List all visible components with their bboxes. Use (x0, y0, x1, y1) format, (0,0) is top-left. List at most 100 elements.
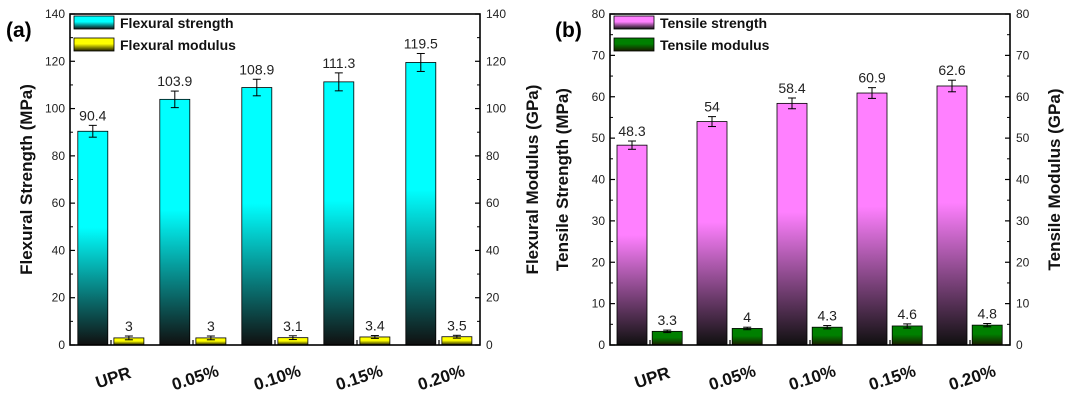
panel-label: (a) (6, 19, 32, 42)
error-bar (416, 52, 425, 72)
error-bar (206, 335, 215, 341)
y-tick-label: 140 (45, 7, 65, 21)
y-tick-label: 100 (45, 102, 65, 116)
legend-label: Flexural modulus (120, 37, 236, 53)
legend: Tensile strength Tensile modulus (613, 15, 770, 53)
x-tick-label: 0.20% (946, 361, 998, 394)
bar-tensile-modulus-0 (651, 330, 683, 346)
data-label: 3 (125, 318, 133, 334)
y2-axis-title: Tensile Modulus (GPa) (1045, 89, 1064, 271)
y-tick-label: 70 (592, 48, 606, 62)
y-axis-title: Flexural Strength (MPa) (17, 84, 36, 275)
error-bar (334, 72, 343, 92)
bar-tensile-modulus-2 (811, 326, 843, 346)
y-axis-title: Tensile Strength (MPa) (553, 88, 572, 271)
bar-flexural-strength-0 (77, 130, 109, 346)
x-tick-label: 0.20% (415, 361, 467, 394)
error-bar (252, 78, 261, 97)
y-tick-label: 50 (592, 131, 606, 145)
legend-label: Flexural strength (120, 15, 234, 31)
legend-swatch (73, 15, 115, 30)
y-tick-label: 60 (592, 90, 606, 104)
error-bar (370, 335, 379, 339)
data-label: 3.3 (657, 312, 677, 328)
bar-tensile-strength-4 (936, 85, 968, 346)
y2-tick-label: 140 (486, 7, 506, 21)
bar-flexural-strength-2 (241, 87, 273, 346)
y-tick-label: 0 (598, 338, 605, 352)
x-tick-label: UPR (93, 363, 133, 392)
bar-tensile-strength-3 (856, 92, 888, 346)
y-tick-label: 60 (52, 196, 66, 210)
y2-tick-label: 0 (486, 338, 493, 352)
legend-swatch (613, 37, 655, 52)
data-label: 62.6 (938, 62, 965, 78)
data-label: 54 (704, 99, 720, 115)
y-tick-label: 20 (592, 255, 606, 269)
y2-tick-label: 120 (486, 54, 506, 68)
x-tick-label: 0.15% (333, 361, 385, 394)
x-tick-label: 0.10% (786, 361, 838, 394)
y2-tick-label: 70 (1016, 48, 1030, 62)
data-label: 4.8 (977, 305, 997, 321)
error-bar (452, 334, 461, 339)
y-tick-label: 40 (52, 243, 66, 257)
y2-tick-label: 40 (486, 243, 500, 257)
x-tick-label: 0.15% (866, 361, 918, 394)
x-tick-label: 0.05% (706, 361, 758, 394)
y2-tick-label: 0 (1016, 338, 1023, 352)
y2-tick-label: 20 (1016, 255, 1030, 269)
x-tick-label: UPR (632, 363, 672, 392)
error-bar (628, 140, 636, 150)
bar-tensile-strength-2 (776, 102, 808, 346)
error-bar (948, 79, 956, 93)
data-label: 108.9 (239, 61, 274, 77)
x-tick-label: 0.05% (169, 361, 221, 394)
error-bar (903, 323, 912, 329)
y2-tick-label: 80 (486, 149, 500, 163)
legend-swatch (73, 37, 115, 52)
x-tick-label: 0.10% (251, 361, 303, 394)
y2-tick-label: 80 (1016, 7, 1030, 21)
data-label: 4.6 (897, 306, 917, 322)
error-bar (288, 335, 297, 341)
error-bar (708, 116, 716, 128)
y2-tick-label: 60 (1016, 90, 1030, 104)
y-tick-label: 0 (58, 338, 65, 352)
y2-tick-label: 40 (1016, 173, 1030, 187)
bar-tensile-modulus-4 (971, 324, 1003, 346)
error-bar (983, 322, 992, 328)
y-tick-label: 30 (592, 214, 606, 228)
y2-tick-label: 50 (1016, 131, 1030, 145)
bar-flexural-strength-4 (405, 62, 437, 346)
data-label: 4.3 (817, 308, 837, 324)
error-bar (743, 326, 752, 331)
error-bar (663, 329, 672, 334)
panel-label: (b) (555, 19, 582, 42)
data-label: 111.3 (322, 55, 355, 71)
data-label: 3.5 (447, 317, 467, 333)
error-bar (823, 325, 832, 330)
data-label: 119.5 (404, 35, 438, 51)
data-label: 3 (207, 318, 215, 334)
y2-tick-label: 20 (486, 291, 500, 305)
chart-panel-b: 48.3 54 58.4 60.9 62.6 3.3 4 4.3 4.6 4.8 0 0 10 10 20 2… (553, 7, 1064, 394)
bar-flexural-strength-3 (323, 81, 355, 346)
legend-swatch (613, 15, 655, 30)
data-label: 3.1 (283, 318, 303, 334)
y2-tick-label: 30 (1016, 214, 1030, 228)
data-label: 58.4 (778, 80, 805, 96)
y-tick-label: 80 (592, 7, 606, 21)
y-tick-label: 80 (52, 149, 66, 163)
legend-label: Tensile strength (660, 15, 767, 31)
data-label: 3.4 (365, 318, 385, 334)
y-tick-label: 20 (52, 291, 66, 305)
legend: Flexural strength Flexural modulus (73, 15, 236, 53)
bar-flexural-strength-1 (159, 98, 191, 346)
y-tick-label: 10 (592, 297, 606, 311)
data-label: 4 (743, 309, 751, 325)
y2-tick-label: 60 (486, 196, 500, 210)
data-label: 90.4 (79, 107, 106, 123)
